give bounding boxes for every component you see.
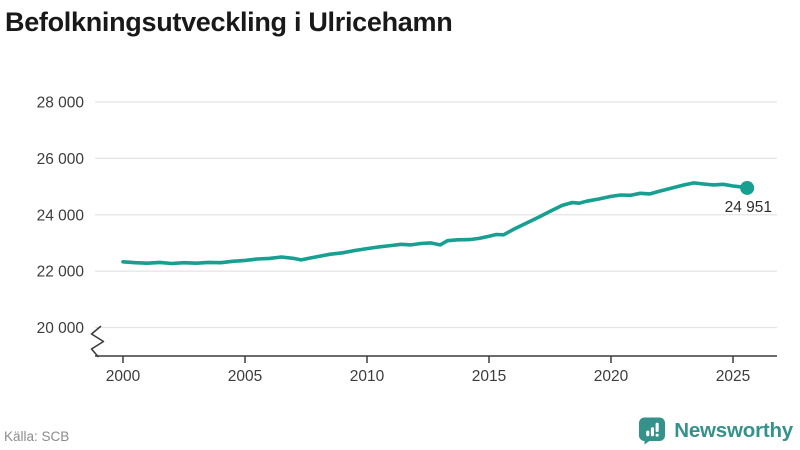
y-axis-tick-label: 26 000 bbox=[37, 151, 85, 168]
chart-title: Befolkningsutveckling i Ulricehamn bbox=[5, 7, 453, 37]
y-axis-tick-label: 22 000 bbox=[37, 264, 85, 281]
newsworthy-logo[interactable]: Newsworthy bbox=[638, 416, 793, 445]
newsworthy-logo-icon bbox=[639, 417, 666, 445]
x-axis-tick-label: 2010 bbox=[350, 368, 385, 385]
newsworthy-logo-text: Newsworthy bbox=[674, 418, 793, 442]
x-axis-tick-label: 2025 bbox=[716, 368, 750, 385]
y-axis-tick-label: 28 000 bbox=[37, 95, 85, 112]
latest-value-marker bbox=[740, 180, 755, 195]
source-note: Källa: SCB bbox=[4, 429, 70, 444]
y-axis-tick-label: 20 000 bbox=[37, 320, 85, 337]
x-axis-tick-label: 2000 bbox=[106, 368, 141, 385]
axis-break-icon bbox=[90, 325, 105, 358]
x-axis-tick-label: 2005 bbox=[228, 368, 262, 385]
latest-value-label: 24 951 bbox=[725, 199, 772, 216]
x-axis-tick-label: 2015 bbox=[472, 368, 506, 385]
x-axis-tick-label: 2020 bbox=[594, 368, 629, 385]
y-axis-tick-label: 24 000 bbox=[37, 207, 85, 224]
population-line bbox=[121, 181, 750, 266]
